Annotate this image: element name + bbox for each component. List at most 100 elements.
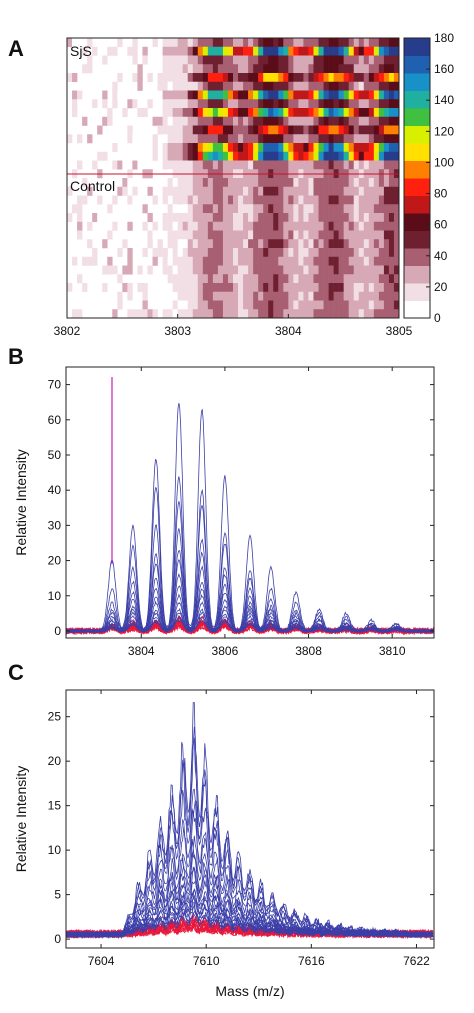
- heatmap-cell: [343, 81, 349, 91]
- heatmap-cell: [217, 160, 224, 170]
- heatmap-cell: [192, 108, 199, 118]
- heatmap-cell: [273, 195, 279, 205]
- heatmap-cell: [127, 125, 133, 135]
- heatmap-cell: [393, 73, 400, 83]
- heatmap-cell: [182, 38, 189, 48]
- heatmap-cell: [142, 291, 148, 301]
- heatmap-cell: [253, 90, 259, 100]
- heatmap-cell: [207, 143, 214, 153]
- heatmap-cell: [283, 116, 289, 126]
- heatmap-cell: [177, 230, 183, 240]
- heatmap-cell: [207, 256, 214, 266]
- heatmap-cell: [147, 64, 153, 74]
- heatmap-cell: [202, 108, 209, 118]
- heatmap-cell: [77, 230, 83, 240]
- heatmap-cell: [207, 239, 214, 249]
- heatmap-cell: [192, 186, 199, 196]
- heatmap-cell: [243, 221, 249, 231]
- heatmap-cell: [353, 221, 360, 231]
- heatmap-cell: [283, 195, 289, 205]
- heatmap-cell: [373, 221, 380, 231]
- heatmap-cell: [353, 81, 360, 91]
- heatmap-cell: [212, 213, 219, 223]
- heatmap-cell: [92, 248, 98, 258]
- heatmap-cell: [273, 81, 279, 91]
- heatmap-cell: [253, 134, 259, 144]
- heatmap-cell: [323, 73, 329, 83]
- heatmap-cell: [227, 38, 234, 48]
- heatmap-cell: [333, 300, 339, 310]
- heatmap-cell: [82, 178, 88, 188]
- heatmap-cell: [192, 99, 199, 109]
- heatmap-cell: [388, 160, 395, 170]
- heatmap-cell: [343, 178, 349, 188]
- heatmap-cell: [278, 64, 284, 74]
- heatmap-cell: [77, 90, 83, 100]
- heatmap-cell: [162, 116, 168, 126]
- heatmap-cell: [167, 151, 173, 161]
- heatmap-cell: [187, 213, 194, 223]
- heatmap-cell: [212, 160, 219, 170]
- heatmap-cell: [278, 300, 284, 310]
- heatmap-cell: [92, 256, 98, 266]
- heatmap-cell: [197, 55, 204, 65]
- heatmap-cell: [363, 195, 370, 205]
- heatmap-cell: [238, 116, 244, 126]
- heatmap-cell: [268, 90, 274, 100]
- heatmap-cell: [273, 265, 279, 275]
- heatmap-cell: [393, 239, 400, 249]
- heatmap-cell: [308, 204, 314, 214]
- heatmap-cell: [137, 99, 143, 109]
- heatmap-cell: [192, 300, 199, 310]
- heatmap-cell: [328, 248, 334, 258]
- heatmap-cell: [298, 108, 304, 118]
- heatmap-cell: [82, 283, 88, 293]
- heatmap-cell: [298, 134, 304, 144]
- heatmap-cell: [353, 239, 360, 249]
- heatmap-cell: [363, 265, 370, 275]
- heatmap-cell: [217, 239, 224, 249]
- sjs-series-line: [65, 403, 435, 634]
- heatmap-cell: [303, 283, 309, 293]
- heatmap-cell: [263, 38, 269, 48]
- heatmap-cell: [233, 143, 239, 153]
- heatmap-cell: [288, 151, 294, 161]
- heatmap-cell: [388, 108, 395, 118]
- heatmap-cell: [162, 64, 168, 74]
- heatmap-cell: [248, 300, 254, 310]
- heatmap-cell: [217, 64, 224, 74]
- heatmap-cell: [207, 99, 214, 109]
- heatmap-cell: [373, 265, 380, 275]
- heatmap-cell: [192, 64, 199, 74]
- heatmap-cell: [328, 116, 334, 126]
- heatmap-cell: [162, 143, 168, 153]
- heatmap-cell: [303, 274, 309, 284]
- heatmap-cell: [313, 108, 319, 118]
- heatmap-cell: [112, 99, 118, 109]
- heatmap-cell: [248, 151, 254, 161]
- group-label-control: Control: [70, 178, 115, 194]
- heatmap-cell: [273, 274, 279, 284]
- heatmap-cell: [192, 213, 199, 223]
- sjs-series-line: [65, 528, 435, 634]
- heatmap-cell: [102, 265, 108, 275]
- heatmap-cell: [368, 186, 375, 196]
- heatmap-cell: [212, 151, 219, 161]
- heatmap-cell: [217, 90, 224, 100]
- heatmap-cell: [318, 309, 324, 319]
- heatmap-cell: [227, 256, 234, 266]
- heatmap-cell: [97, 195, 103, 205]
- heatmap-cell: [243, 195, 249, 205]
- heatmap-cell: [217, 204, 224, 214]
- heatmap-cell: [253, 230, 259, 240]
- heatmap-cell: [368, 213, 375, 223]
- heatmap-cell: [233, 195, 239, 205]
- heatmap-cell: [378, 64, 385, 74]
- sjs-series-line: [65, 800, 434, 938]
- colorbar-tick-label: 180: [434, 31, 454, 45]
- heatmap-cell: [217, 195, 224, 205]
- heatmap-cell: [388, 38, 395, 48]
- heatmap-cell: [368, 38, 375, 48]
- heatmap-cell: [202, 309, 209, 319]
- heatmap-cell: [258, 213, 264, 223]
